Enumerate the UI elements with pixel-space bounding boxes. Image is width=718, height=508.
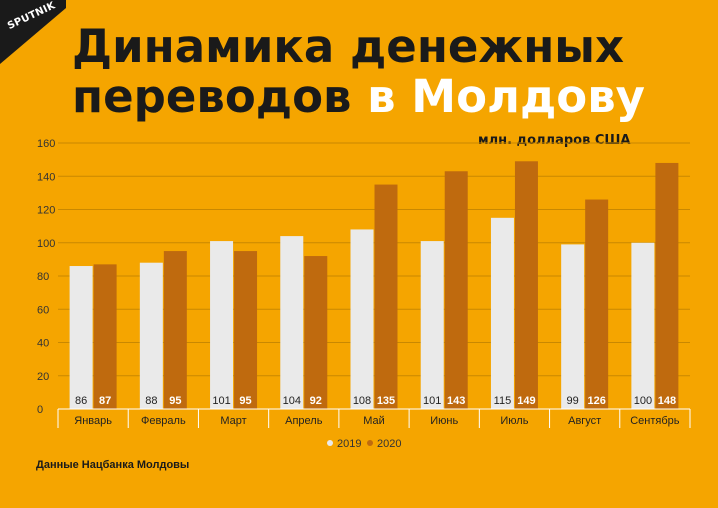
bar-2019 bbox=[210, 241, 234, 409]
bar-2019 bbox=[350, 229, 374, 409]
x-tick-label: Июль bbox=[500, 415, 528, 427]
x-tick-label: Июнь bbox=[430, 415, 458, 427]
x-tick-label: Август bbox=[568, 415, 601, 427]
unit-label: млн. долларов США bbox=[478, 133, 631, 148]
bar-2020 bbox=[655, 162, 679, 409]
data-label-2019: 99 bbox=[567, 395, 579, 407]
data-label-2020: 87 bbox=[99, 395, 111, 407]
x-tick-label: Февраль bbox=[141, 415, 186, 427]
bar-2019 bbox=[631, 242, 655, 409]
data-label-2019: 101 bbox=[423, 395, 441, 407]
bar-2020 bbox=[163, 251, 187, 409]
logo-badge-icon bbox=[0, 0, 66, 64]
legend-label-2020: 2020 bbox=[377, 438, 401, 450]
bar-2019 bbox=[280, 236, 304, 409]
bar-2020 bbox=[234, 251, 258, 409]
axes bbox=[57, 408, 691, 428]
y-tick-label: 60 bbox=[37, 304, 49, 316]
y-tick-label: 0 bbox=[37, 404, 43, 416]
chart-title-line-2-part-1: переводов bbox=[72, 70, 368, 123]
source-note: Данные Нацбанка Молдовы bbox=[36, 459, 190, 471]
data-label-2020: 148 bbox=[658, 395, 676, 407]
gridlines bbox=[58, 142, 690, 377]
sputnik-logo: SPUTNIK bbox=[0, 0, 66, 64]
data-label-2020: 95 bbox=[169, 395, 181, 407]
data-label-2019: 108 bbox=[353, 395, 371, 407]
data-label-2019: 88 bbox=[145, 395, 157, 407]
y-tick-label: 140 bbox=[37, 171, 55, 183]
bar-2019 bbox=[69, 266, 93, 409]
chart-title-line-2: переводов в Молдову bbox=[72, 72, 645, 122]
x-tick-label: Январь bbox=[74, 415, 112, 427]
x-tick-label: Апрель bbox=[285, 415, 323, 427]
bar-2020 bbox=[374, 184, 398, 409]
data-label-2020: 126 bbox=[587, 395, 605, 407]
bar-2020 bbox=[93, 264, 117, 409]
bar-2020 bbox=[585, 199, 609, 409]
chart-title-line-1: Динамика денежных bbox=[72, 20, 625, 73]
y-tick-label: 80 bbox=[37, 271, 49, 283]
data-label-2020: 95 bbox=[239, 395, 251, 407]
data-label-2020: 149 bbox=[517, 395, 535, 407]
y-tick-label: 20 bbox=[37, 371, 49, 383]
data-label-2019: 104 bbox=[283, 395, 301, 407]
data-label-2020: 135 bbox=[377, 395, 395, 407]
bar-2020 bbox=[444, 171, 468, 409]
y-tick-label: 160 bbox=[37, 138, 55, 150]
x-tick-label: Сентябрь bbox=[630, 415, 680, 427]
data-label-2020: 92 bbox=[310, 395, 322, 407]
legend-marker-2020 bbox=[367, 440, 373, 446]
y-tick-label: 120 bbox=[37, 205, 55, 217]
legend-label-2019: 2019 bbox=[337, 438, 361, 450]
legend-marker-2019 bbox=[327, 440, 333, 446]
bar-2020 bbox=[304, 256, 328, 409]
bar-2019 bbox=[420, 241, 444, 409]
data-label-2019: 100 bbox=[634, 395, 652, 407]
y-tick-label: 100 bbox=[37, 238, 55, 250]
data-label-2019: 101 bbox=[212, 395, 230, 407]
data-label-2020: 143 bbox=[447, 395, 465, 407]
bar-2019 bbox=[561, 244, 585, 409]
labels: 0 20 40 60 80 100 120 140 160 Январь Февраль Март Ап… bbox=[37, 138, 680, 427]
legend: 2019 2020 bbox=[327, 438, 401, 450]
bar-2020 bbox=[514, 161, 538, 409]
y-tick-label: 40 bbox=[37, 338, 49, 350]
x-tick-label: Май bbox=[363, 415, 385, 427]
bar-2019 bbox=[490, 217, 514, 409]
bar-2019 bbox=[139, 262, 163, 409]
bars bbox=[69, 161, 679, 409]
data-label-2019: 115 bbox=[494, 395, 512, 407]
data-label-2019: 86 bbox=[75, 395, 87, 407]
x-tick-label: Март bbox=[220, 415, 246, 427]
chart-title-highlight: в Молдову bbox=[367, 70, 646, 123]
